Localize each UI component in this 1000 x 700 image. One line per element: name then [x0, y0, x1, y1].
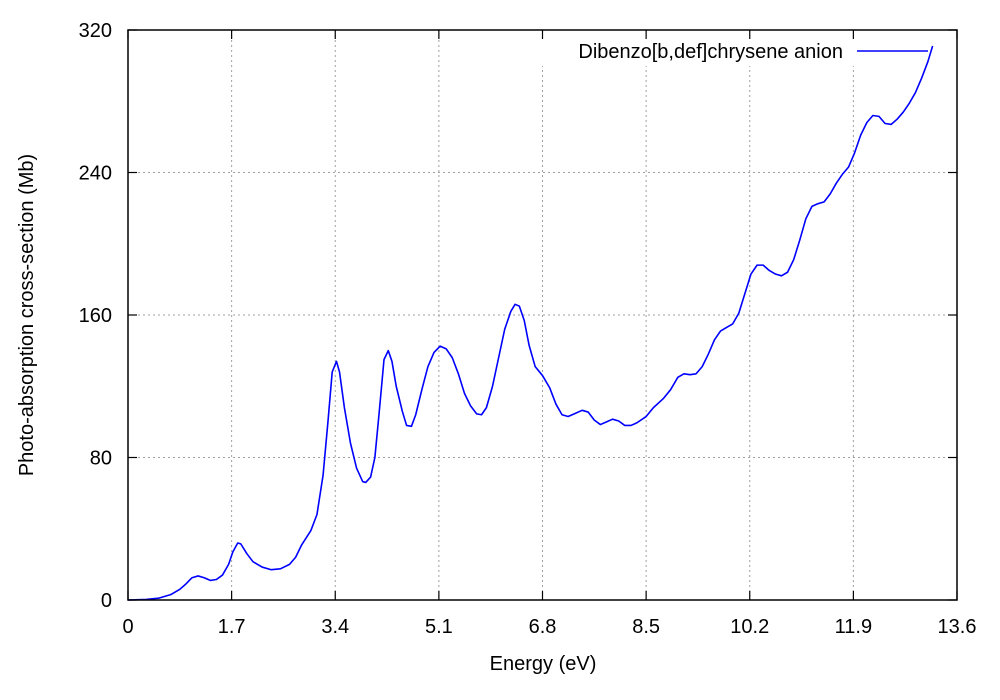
- plot-frame: [127, 29, 958, 601]
- x-tick-label: 3.4: [321, 616, 349, 638]
- series-line-0: [127, 45, 934, 601]
- x-tick-label: 8.5: [632, 616, 660, 638]
- y-tick-label: 80: [90, 448, 112, 470]
- y-tick-label: 240: [79, 163, 112, 185]
- legend: Dibenzo[b,def]chrysene anion: [578, 41, 928, 63]
- x-tick-label: 10.2: [730, 616, 769, 638]
- x-tick-labels: 0 1.7 3.4 5.1 6.8 8.5 10.2 11.9 13.6: [122, 616, 976, 638]
- x-tick-label: 1.7: [218, 616, 246, 638]
- grid: [128, 30, 957, 600]
- y-tick-label: 0: [101, 590, 112, 612]
- x-tick-label: 5.1: [425, 616, 453, 638]
- legend-label: Dibenzo[b,def]chrysene anion: [578, 41, 843, 63]
- x-tick-label: 6.8: [529, 616, 557, 638]
- series-layer: [127, 45, 934, 601]
- x-axis-title: Energy (eV): [490, 653, 597, 675]
- y-axis-title: Photo-absorption cross-section (Mb): [16, 154, 38, 476]
- x-tick-label: 11.9: [835, 616, 872, 638]
- x-tick-label: 13.6: [938, 616, 977, 638]
- y-tick-labels: 0 80 160 240 320: [79, 20, 112, 612]
- y-tick-label: 320: [79, 20, 112, 42]
- x-tick-label: 0: [122, 616, 133, 638]
- y-tick-label: 160: [79, 305, 112, 327]
